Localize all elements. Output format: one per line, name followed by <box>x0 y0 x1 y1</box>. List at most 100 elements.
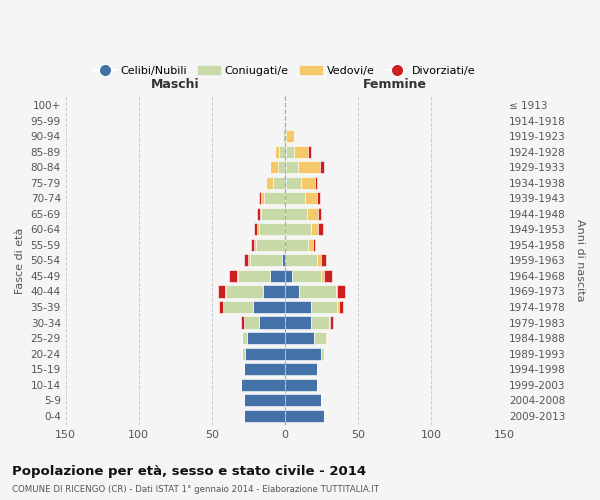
Bar <box>259 316 285 328</box>
Bar <box>285 316 311 328</box>
Bar <box>285 254 317 266</box>
Bar <box>336 286 337 298</box>
Bar <box>286 146 293 158</box>
Bar <box>259 192 262 204</box>
Bar <box>286 161 298 173</box>
Bar <box>305 192 317 204</box>
Bar <box>339 301 343 313</box>
Bar <box>326 332 327 344</box>
Bar <box>278 161 285 173</box>
Text: Femmine: Femmine <box>362 78 427 91</box>
Text: COMUNE DI RICENGO (CR) - Dati ISTAT 1° gennaio 2014 - Elaborazione TUTTITALIA.IT: COMUNE DI RICENGO (CR) - Dati ISTAT 1° g… <box>12 485 379 494</box>
Bar <box>285 286 299 298</box>
Bar <box>250 254 282 266</box>
Bar <box>257 208 260 220</box>
Bar <box>317 254 322 266</box>
Bar <box>282 130 283 142</box>
Bar <box>262 192 265 204</box>
Bar <box>279 146 285 158</box>
Y-axis label: Fasce di età: Fasce di età <box>15 227 25 294</box>
Bar <box>319 208 322 220</box>
Bar <box>241 316 244 328</box>
Bar <box>319 223 323 235</box>
Bar <box>273 176 285 188</box>
Bar <box>285 239 308 251</box>
Bar <box>285 348 322 360</box>
Bar <box>311 316 329 328</box>
Bar <box>218 286 225 298</box>
Text: Maschi: Maschi <box>151 78 200 91</box>
Bar <box>285 378 317 391</box>
Bar <box>285 301 311 313</box>
Bar <box>242 332 247 344</box>
Bar <box>219 301 223 313</box>
Bar <box>285 192 305 204</box>
Bar <box>285 223 311 235</box>
Bar <box>285 363 317 375</box>
Bar <box>270 270 285 282</box>
Bar <box>285 332 314 344</box>
Bar <box>285 270 292 282</box>
Text: Popolazione per età, sesso e stato civile - 2014: Popolazione per età, sesso e stato civil… <box>12 465 366 478</box>
Bar <box>226 286 263 298</box>
Bar <box>244 254 248 266</box>
Bar <box>285 208 307 220</box>
Bar <box>316 176 317 188</box>
Bar <box>256 239 285 251</box>
Bar <box>322 254 326 266</box>
Y-axis label: Anni di nascita: Anni di nascita <box>575 219 585 302</box>
Bar <box>244 316 259 328</box>
Bar <box>285 161 286 173</box>
Bar <box>248 254 250 266</box>
Bar <box>322 348 324 360</box>
Bar <box>259 223 285 235</box>
Bar <box>244 394 285 406</box>
Bar <box>266 176 273 188</box>
Bar <box>270 161 278 173</box>
Bar <box>241 378 285 391</box>
Bar <box>223 301 253 313</box>
Bar <box>330 316 333 328</box>
Bar <box>253 301 285 313</box>
Bar <box>282 254 285 266</box>
Bar <box>317 192 320 204</box>
Bar <box>263 286 285 298</box>
Bar <box>238 270 270 282</box>
Bar <box>329 316 330 328</box>
Bar <box>244 410 285 422</box>
Bar <box>299 286 336 298</box>
Bar <box>292 270 322 282</box>
Bar <box>285 130 286 142</box>
Bar <box>262 208 285 220</box>
Bar <box>245 348 285 360</box>
Bar <box>301 176 316 188</box>
Bar <box>254 223 257 235</box>
Bar <box>285 410 324 422</box>
Bar <box>229 270 236 282</box>
Bar <box>286 130 293 142</box>
Bar <box>311 223 319 235</box>
Bar <box>236 270 238 282</box>
Bar <box>298 161 320 173</box>
Bar <box>308 146 311 158</box>
Bar <box>247 332 285 344</box>
Bar <box>324 270 332 282</box>
Bar <box>322 270 324 282</box>
Bar <box>254 239 256 251</box>
Bar <box>313 239 316 251</box>
Legend: Celibi/Nubili, Coniugati/e, Vedovi/e, Divorziati/e: Celibi/Nubili, Coniugati/e, Vedovi/e, Di… <box>89 62 481 80</box>
Bar <box>242 348 245 360</box>
Bar <box>225 286 226 298</box>
Bar <box>265 192 285 204</box>
Bar <box>307 208 319 220</box>
Bar <box>285 176 286 188</box>
Bar <box>314 332 326 344</box>
Bar <box>251 239 254 251</box>
Bar <box>283 130 285 142</box>
Bar <box>320 161 324 173</box>
Bar <box>260 208 262 220</box>
Bar <box>285 146 286 158</box>
Bar <box>337 301 339 313</box>
Bar <box>275 146 279 158</box>
Bar <box>308 239 313 251</box>
